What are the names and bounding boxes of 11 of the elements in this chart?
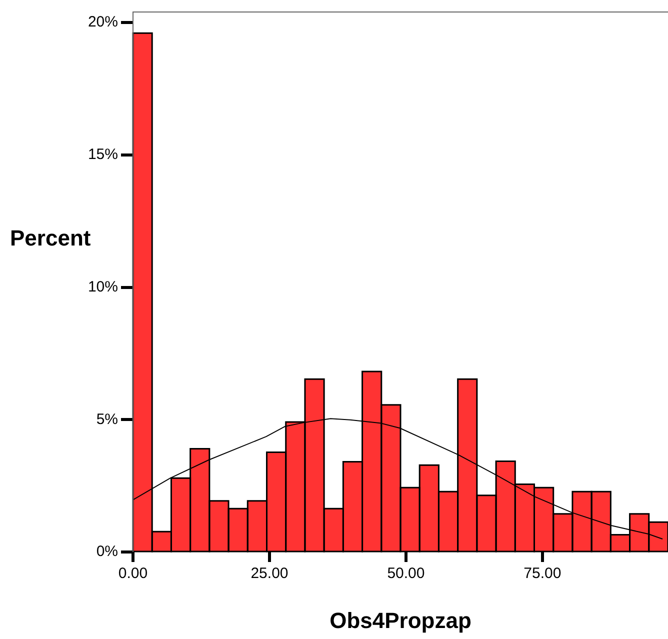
y-tick-label: 0% — [96, 543, 118, 560]
x-axis-title: Obs4Propzap — [330, 608, 472, 633]
x-tick-label: 50.00 — [387, 565, 425, 582]
y-axis-title: Percent — [10, 226, 92, 251]
y-tick-label: 20% — [88, 14, 118, 31]
y-tick-label: 10% — [88, 278, 118, 296]
x-tick-label: 75.00 — [524, 565, 562, 582]
x-tick-label: 0.00 — [118, 565, 148, 582]
x-tick-label: 25.00 — [250, 565, 288, 582]
y-tick-label: 15% — [88, 146, 118, 164]
y-tick-label: 5% — [96, 410, 118, 428]
